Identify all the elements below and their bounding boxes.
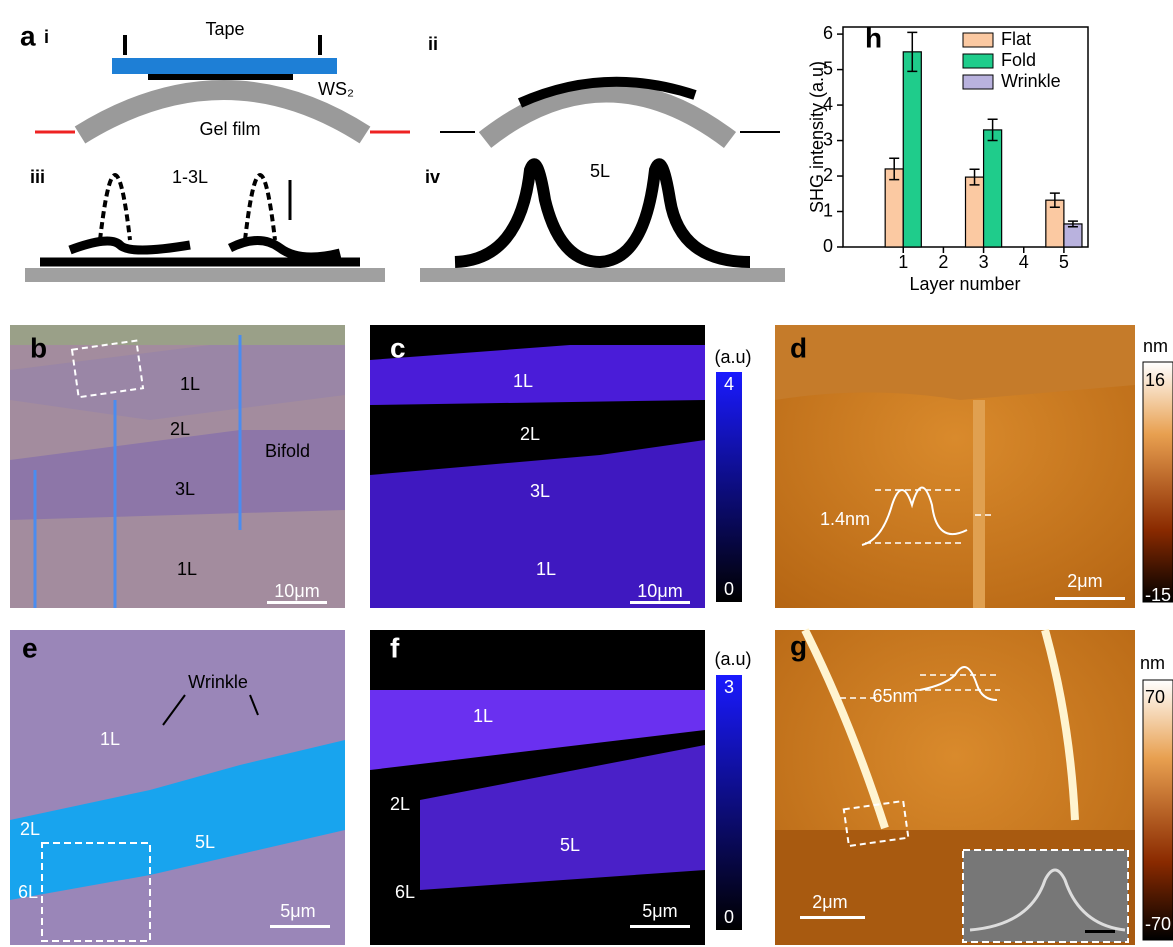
colorbar-unit: nm	[1140, 653, 1165, 673]
layer-label: 6L	[18, 882, 38, 902]
x-tick-label: 2	[938, 252, 948, 272]
colorbar-unit: (a.u)	[714, 649, 751, 669]
bar	[885, 169, 903, 247]
layer-label: 1L	[180, 374, 200, 394]
height-label: 65nm	[872, 686, 917, 706]
wrinkle-label: Wrinkle	[188, 672, 248, 692]
bar	[966, 177, 984, 247]
layer-label: 1L	[100, 729, 120, 749]
panel-label: e	[22, 632, 38, 663]
y-tick-label: 1	[823, 200, 833, 220]
panel-label: d	[790, 332, 807, 363]
legend-label: Flat	[1001, 29, 1031, 49]
scale-label: 5μm	[280, 901, 315, 921]
colorbar-unit: (a.u)	[714, 347, 751, 367]
bar	[984, 130, 1002, 247]
y-tick-label: 4	[823, 94, 833, 114]
colorbar-min: -15	[1145, 585, 1171, 605]
layer-label: 2L	[390, 794, 410, 814]
legend-swatch	[963, 54, 993, 68]
colorbar-unit: nm	[1143, 336, 1168, 356]
bifold-label: Bifold	[265, 441, 310, 461]
layer-label: 1L	[177, 559, 197, 579]
layer-label: 3L	[175, 479, 195, 499]
scale-label: 2μm	[812, 892, 847, 912]
y-tick-label: 5	[823, 58, 833, 78]
scale-label: 5μm	[642, 901, 677, 921]
bar	[903, 52, 921, 247]
layer-label: 5L	[195, 832, 215, 852]
panel-label: f	[390, 632, 400, 663]
colorbar-min: -70	[1145, 914, 1171, 934]
colorbar-min: 0	[724, 907, 734, 927]
scale-label: 2μm	[1067, 571, 1102, 591]
x-axis-label: Layer number	[909, 274, 1020, 294]
layer-label: 1L	[473, 706, 493, 726]
scale-label: 10μm	[637, 581, 682, 601]
colorbar-min: 0	[724, 579, 734, 599]
figure: a i ii iii iv Tape WS₂ Gel film 1-3L 5L …	[0, 0, 1173, 947]
colorbar-max: 4	[724, 374, 734, 394]
layer-label: 2L	[520, 424, 540, 444]
sub-label: ii	[428, 34, 438, 54]
legend-label: Wrinkle	[1001, 71, 1061, 91]
sub-label: iii	[30, 167, 45, 187]
shg-map-f: f 1L 2L 5L 6L 5μm (a.u) 3 0	[370, 630, 752, 945]
y-tick-label: 3	[823, 129, 833, 149]
colorbar-max: 3	[724, 677, 734, 697]
layer-label: 3L	[530, 481, 550, 501]
gel-label: Gel film	[199, 119, 260, 139]
ws2-label: WS₂	[318, 79, 354, 99]
colorbar-max: 70	[1145, 687, 1165, 707]
legend-swatch	[963, 33, 993, 47]
panel-label: c	[390, 332, 406, 363]
bar-chart: h Layer number SHG intensity (a.u) 01234…	[807, 22, 1088, 293]
layer-label: 1-3L	[172, 167, 208, 187]
panel-label: g	[790, 630, 807, 661]
layer-label: 2L	[170, 419, 190, 439]
legend-label: Fold	[1001, 50, 1036, 70]
y-tick-label: 2	[823, 165, 833, 185]
layer-label: 1L	[536, 559, 556, 579]
height-label: 1.4nm	[820, 509, 870, 529]
sub-label: i	[44, 27, 49, 47]
y-tick-label: 6	[823, 23, 833, 43]
y-tick-label: 0	[823, 236, 833, 256]
layer-label: 5L	[590, 161, 610, 181]
layer-label: 6L	[395, 882, 415, 902]
colorbar-max: 16	[1145, 370, 1165, 390]
sub-label: iv	[425, 167, 440, 187]
tape-label: Tape	[205, 19, 244, 39]
x-tick-label: 3	[979, 252, 989, 272]
schematic-a: a i ii iii iv Tape WS₂ Gel film 1-3L 5L	[20, 19, 785, 282]
x-tick-label: 4	[1019, 252, 1029, 272]
afm-g: g 65nm 2μm nm 70 -70	[775, 630, 1173, 945]
panel-label: b	[30, 332, 47, 363]
layer-label: 2L	[20, 819, 40, 839]
legend-swatch	[963, 75, 993, 89]
layer-label: 1L	[513, 371, 533, 391]
x-tick-label: 5	[1059, 252, 1069, 272]
afm-d: d 1.4nm 2μm nm 16 -15	[775, 325, 1173, 608]
x-tick-label: 1	[898, 252, 908, 272]
scale-label: 10μm	[274, 581, 319, 601]
optical-b: b 1L 2L 3L 1L Bifold 10μm	[10, 325, 345, 608]
layer-label: 5L	[560, 835, 580, 855]
shg-map-c: c 1L 2L 3L 1L 10μm (a.u) 4 0	[370, 325, 752, 608]
optical-e: e 1L 2L 5L 6L Wrinkle 5μm	[10, 630, 345, 945]
panel-label: a	[20, 20, 36, 51]
